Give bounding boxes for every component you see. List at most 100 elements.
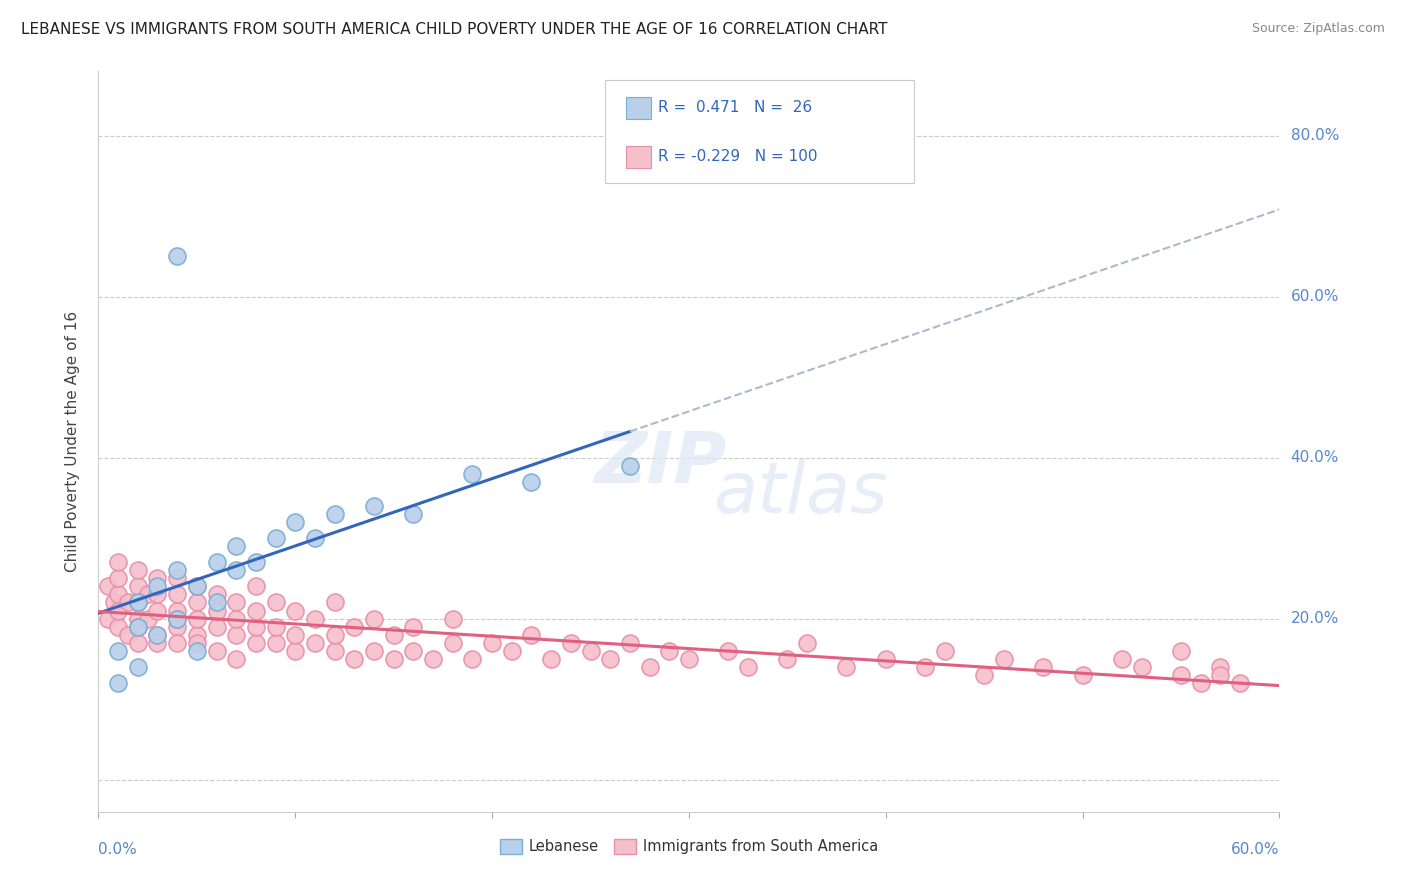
Point: [205, 555, 228, 569]
Text: 40.0%: 40.0%: [1291, 450, 1339, 465]
Point: [166, 250, 188, 264]
Text: ZIP: ZIP: [595, 429, 727, 499]
Point: [402, 619, 425, 633]
Text: Source: ZipAtlas.com: Source: ZipAtlas.com: [1251, 22, 1385, 36]
Text: R =  0.471   N =  26: R = 0.471 N = 26: [658, 100, 813, 114]
Point: [103, 595, 125, 609]
Point: [127, 579, 149, 593]
Point: [166, 603, 188, 617]
Point: [835, 660, 858, 674]
Point: [146, 636, 169, 650]
Point: [186, 579, 208, 593]
Y-axis label: Child Poverty Under the Age of 16: Child Poverty Under the Age of 16: [65, 311, 80, 572]
Point: [658, 644, 681, 658]
Point: [146, 587, 169, 601]
Point: [225, 595, 247, 609]
Point: [97, 579, 120, 593]
Point: [323, 507, 346, 521]
Point: [737, 660, 759, 674]
Point: [146, 628, 169, 642]
Point: [579, 644, 602, 658]
Point: [323, 644, 346, 658]
Point: [136, 611, 159, 625]
Point: [186, 636, 208, 650]
Point: [934, 644, 956, 658]
Point: [117, 628, 139, 642]
Point: [284, 515, 307, 529]
Point: [520, 475, 543, 489]
Text: atlas: atlas: [713, 458, 887, 528]
Point: [776, 652, 799, 666]
Point: [186, 628, 208, 642]
Point: [225, 539, 247, 553]
Point: [304, 636, 326, 650]
Point: [973, 668, 995, 682]
Point: [343, 619, 366, 633]
Point: [146, 603, 169, 617]
Point: [127, 636, 149, 650]
Point: [205, 587, 228, 601]
Point: [1229, 676, 1251, 690]
Point: [186, 611, 208, 625]
Point: [127, 619, 149, 633]
Point: [245, 636, 267, 650]
Point: [205, 619, 228, 633]
Point: [402, 507, 425, 521]
Text: 20.0%: 20.0%: [1291, 611, 1339, 626]
Text: LEBANESE VS IMMIGRANTS FROM SOUTH AMERICA CHILD POVERTY UNDER THE AGE OF 16 CORR: LEBANESE VS IMMIGRANTS FROM SOUTH AMERIC…: [21, 22, 887, 37]
Point: [107, 555, 129, 569]
Point: [1209, 660, 1232, 674]
Point: [225, 628, 247, 642]
Point: [1170, 668, 1192, 682]
Point: [284, 628, 307, 642]
Point: [638, 660, 661, 674]
Text: 60.0%: 60.0%: [1232, 842, 1279, 857]
Point: [441, 611, 464, 625]
Point: [599, 652, 621, 666]
Point: [382, 652, 405, 666]
Text: 0.0%: 0.0%: [98, 842, 138, 857]
Point: [107, 603, 129, 617]
Point: [1189, 676, 1212, 690]
Point: [481, 636, 503, 650]
Point: [166, 611, 188, 625]
Point: [343, 652, 366, 666]
Point: [225, 563, 247, 577]
Point: [323, 595, 346, 609]
Point: [107, 676, 129, 690]
Point: [264, 619, 287, 633]
Point: [560, 636, 582, 650]
Point: [264, 595, 287, 609]
Point: [461, 467, 484, 481]
Point: [402, 644, 425, 658]
Point: [520, 628, 543, 642]
Point: [441, 636, 464, 650]
Point: [796, 636, 818, 650]
Point: [1071, 668, 1094, 682]
Point: [1170, 644, 1192, 658]
Point: [363, 644, 385, 658]
Point: [136, 587, 159, 601]
Point: [127, 595, 149, 609]
Point: [186, 644, 208, 658]
Point: [166, 571, 188, 585]
Point: [146, 571, 169, 585]
Point: [127, 660, 149, 674]
Point: [107, 619, 129, 633]
Point: [205, 603, 228, 617]
Point: [993, 652, 1015, 666]
Point: [363, 611, 385, 625]
Point: [245, 555, 267, 569]
Point: [284, 644, 307, 658]
Point: [264, 636, 287, 650]
Point: [186, 579, 208, 593]
Point: [422, 652, 444, 666]
Text: R = -0.229   N = 100: R = -0.229 N = 100: [658, 149, 817, 163]
Point: [166, 563, 188, 577]
Point: [225, 611, 247, 625]
Point: [619, 636, 641, 650]
Point: [363, 499, 385, 513]
Point: [107, 644, 129, 658]
Point: [205, 595, 228, 609]
Point: [146, 628, 169, 642]
